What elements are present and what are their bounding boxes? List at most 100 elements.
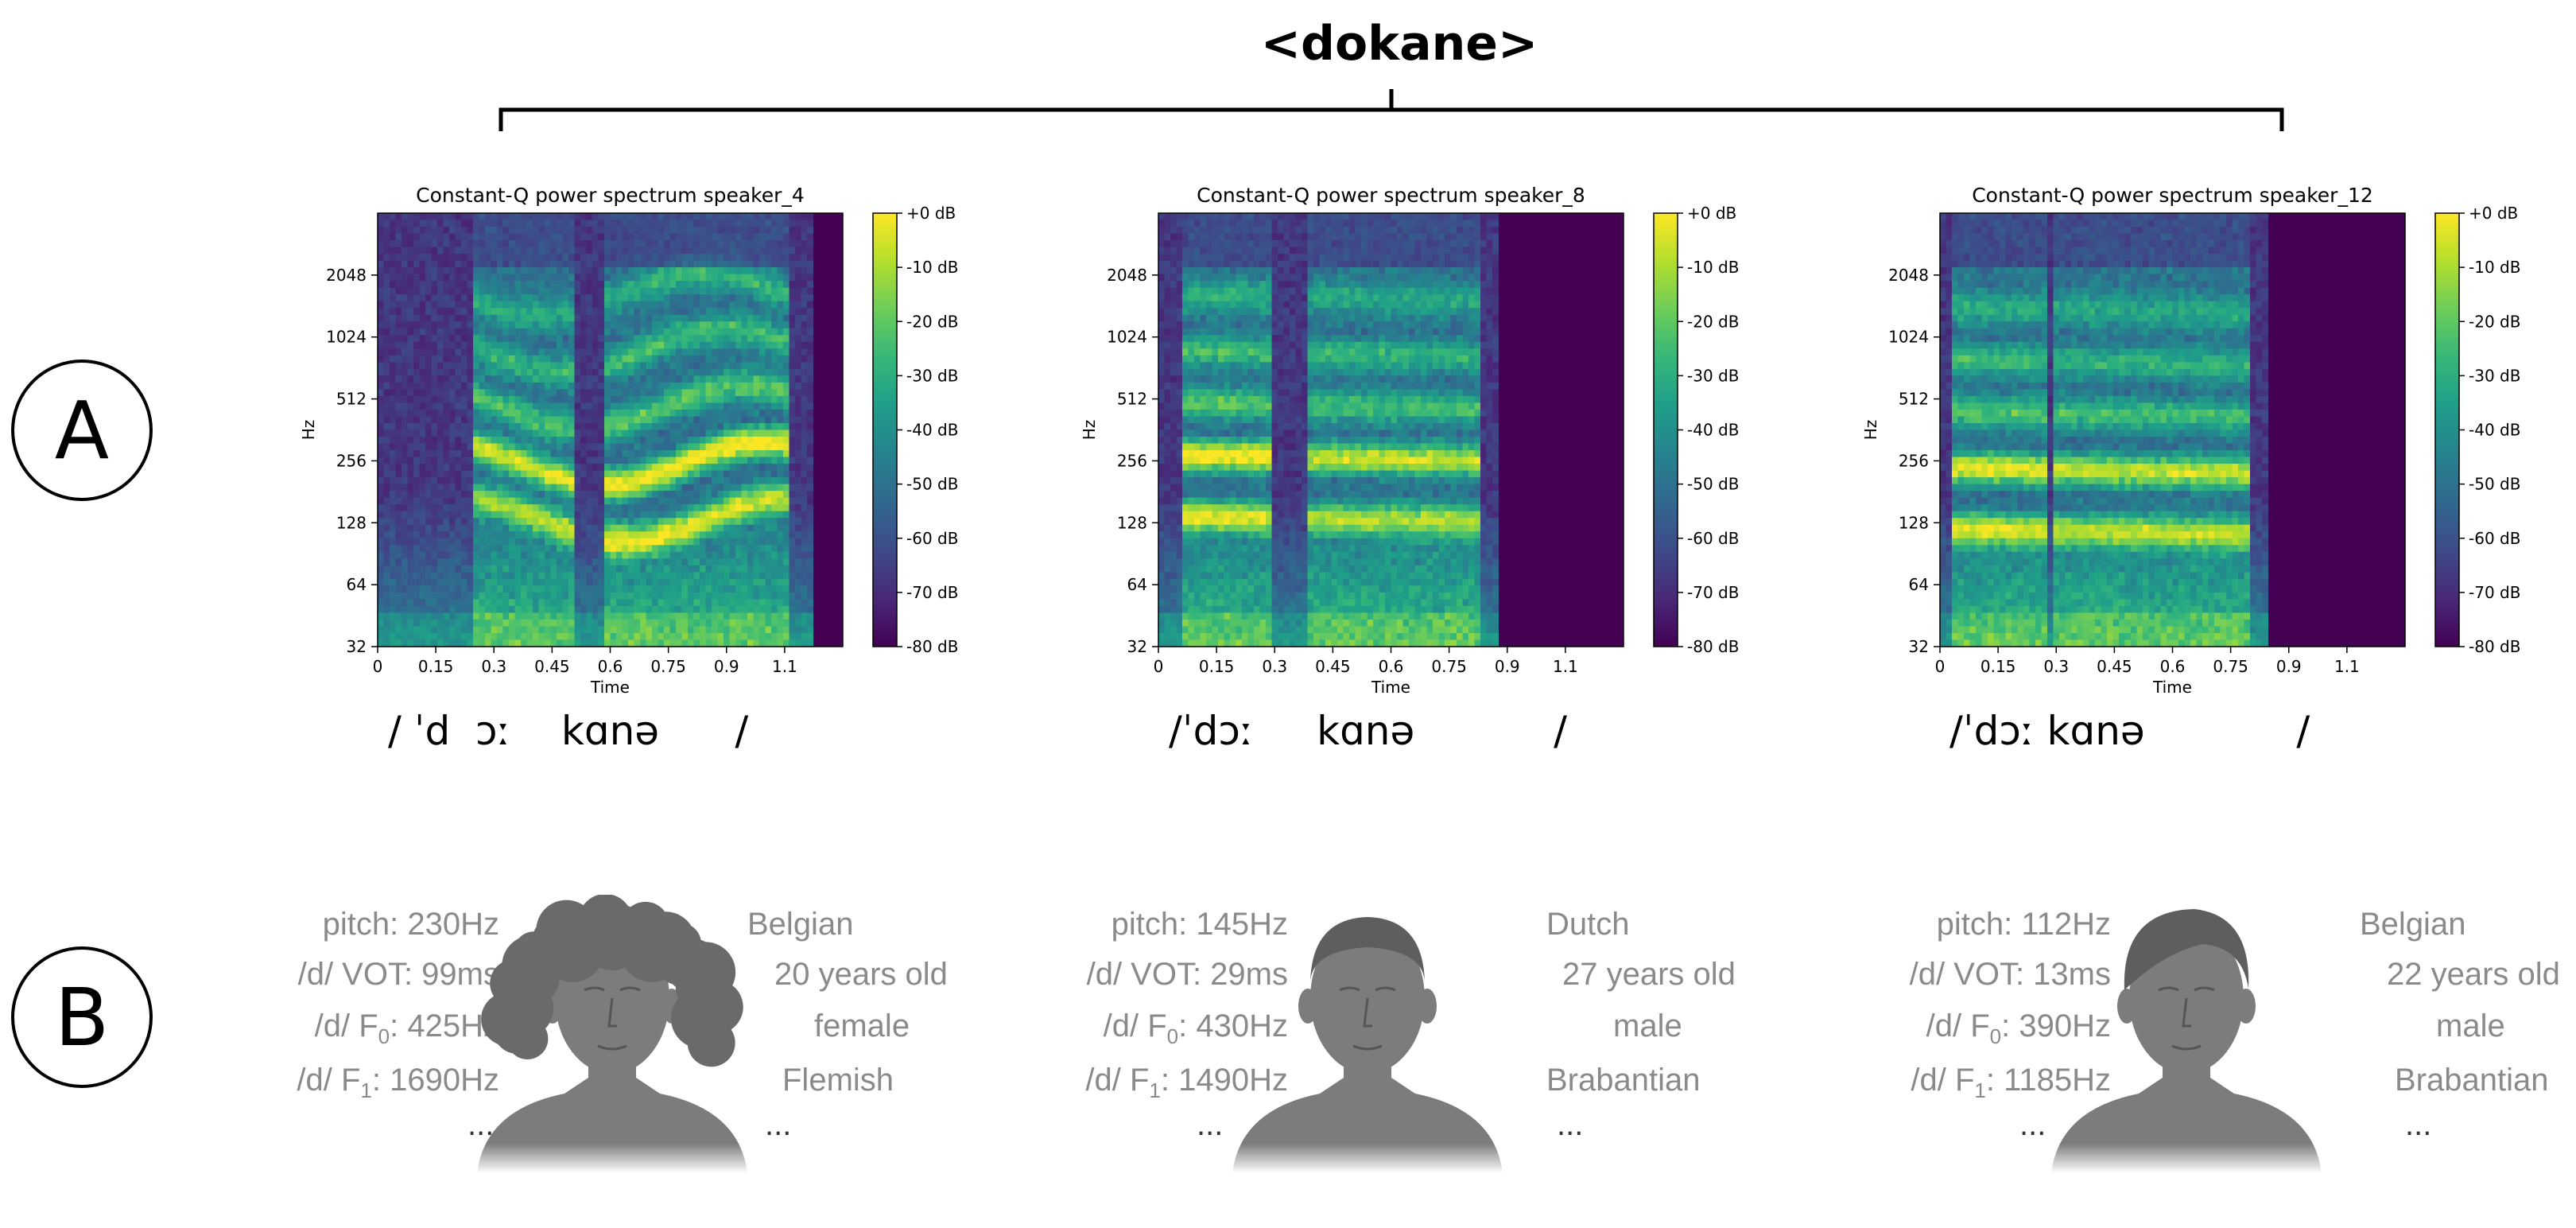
spectrogram-title: Constant-Q power spectrum speaker_12 [1972,184,2373,207]
ipa-transcription-speaker-12: /ˈdɔː kɑnə / [1949,708,2310,754]
y-tick-label: 128 [336,513,367,532]
x-tick-label: 0.3 [2043,657,2069,676]
speaker-pitch: pitch: 145Hz [1111,907,1288,942]
spectrogram-cells [378,213,814,647]
x-tick-label: 1.1 [2334,657,2360,676]
colorbar [2434,212,2460,647]
x-tick-label: 0.9 [714,657,739,676]
colorbar-tick-label: -30 dB [906,366,958,385]
x-axis-label: Time [1371,678,1410,697]
colorbar-tick-label: -50 dB [1687,475,1739,494]
spectrogram-speaker-8: Constant-Q power spectrum speaker_8 32 64 1… [1080,184,1739,697]
speaker-age: 22 years old [2387,957,2560,992]
spectrogram-cells [1158,213,1499,647]
colorbar [1653,212,1678,647]
colorbar-tick-label: -20 dB [2469,312,2520,331]
speaker-vot: /d/ VOT: 99ms [297,957,499,992]
x-tick-label: 0.6 [598,657,623,676]
colorbar-tick-label: -70 dB [2469,583,2520,602]
speaker-dialect: Brabantian [2395,1063,2549,1098]
speaker-nationality: Dutch [1546,907,1630,942]
colorbar-tick-label: -30 dB [2469,366,2520,385]
speaker-age: 20 years old [774,957,948,992]
spectrogram-title: Constant-Q power spectrum speaker_8 [1197,184,1585,207]
y-tick-label: 256 [1899,451,1929,470]
colorbar-tick-label: -10 dB [1687,258,1739,277]
speaker-dialect: Brabantian [1546,1063,1701,1098]
y-tick-label: 64 [1127,575,1147,594]
speaker-f1: /d/ F1: 1490Hz [1085,1063,1288,1102]
colorbar-tick-label: -80 dB [1687,637,1739,656]
female-curly-hair-icon [469,893,755,1185]
spectrogram-speaker-12: Constant-Q power spectrum speaker_12 32 64… [1861,184,2520,697]
speaker-pitch: pitch: 230Hz [322,907,499,942]
y-axis-label: Hz [1861,420,1880,441]
y-tick-label: 32 [1909,637,1929,656]
x-tick-label: 0.3 [481,657,506,676]
colorbar-tick-label: -30 dB [1687,366,1739,385]
colorbar-tick-label: +0 dB [1687,204,1736,223]
x-tick-label: 0.75 [2213,657,2248,676]
bracket [499,89,2284,131]
x-tick-label: 0.6 [2160,657,2186,676]
speaker-nationality: Belgian [747,907,854,942]
ipa-transcription-speaker-8: /ˈdɔː kɑnə / [1169,708,1567,754]
x-tick-label: 0.15 [418,657,454,676]
x-tick-label: 0.9 [1495,657,1520,676]
speaker-dialect: Flemish [782,1063,894,1098]
word-title: <dokane> [1260,16,1538,72]
male-swept-hair-icon [2043,895,2330,1185]
x-tick-label: 0.3 [1262,657,1287,676]
x-tick-label: 0 [373,657,383,676]
speaker-f0: /d/ F0: 425Hz [314,1008,499,1048]
colorbar-tick-label: -80 dB [2469,637,2520,656]
panel-label-a: A [11,359,153,501]
y-tick-label: 64 [347,575,367,594]
x-axis-label: Time [590,678,630,697]
y-axis-label: Hz [299,420,318,441]
colorbar-tick-label: +0 dB [2469,204,2518,223]
spectrogram-title: Constant-Q power spectrum speaker_4 [416,184,805,207]
ipa-transcription-speaker-4: / ˈd ɔː kɑnə / [388,708,749,754]
x-tick-label: 0 [1935,657,1946,676]
y-tick-label: 2048 [1107,266,1147,285]
speaker-f1: /d/ F1: 1690Hz [297,1063,499,1102]
y-tick-label: 2048 [1888,266,1929,285]
more-left-ellipsis: ... [1197,1107,1224,1142]
more-left-ellipsis: ... [467,1107,495,1142]
y-tick-label: 64 [1909,575,1929,594]
y-tick-label: 1024 [1107,328,1147,347]
speaker-nationality: Belgian [2360,907,2466,942]
x-tick-label: 0 [1154,657,1164,676]
x-tick-label: 0.75 [650,657,686,676]
speaker-gender: male [2436,1008,2505,1043]
colorbar [872,212,898,647]
colorbar-tick-label: -10 dB [906,258,958,277]
x-tick-label: 0.9 [2276,657,2302,676]
y-tick-label: 2048 [326,266,367,285]
x-tick-label: 0.45 [1315,657,1351,676]
speaker-f0: /d/ F0: 430Hz [1103,1008,1288,1048]
y-tick-label: 1024 [326,328,367,347]
y-tick-label: 512 [1117,390,1147,409]
y-axis-label: Hz [1080,420,1099,441]
colorbar-tick-label: -10 dB [2469,258,2520,277]
x-tick-label: 0.15 [1980,657,2016,676]
colorbar-tick-label: -20 dB [906,312,958,331]
y-tick-label: 128 [1117,513,1147,532]
speaker-gender: male [1613,1008,1682,1043]
y-tick-label: 1024 [1888,328,1929,347]
colorbar-tick-label: -20 dB [1687,312,1739,331]
more-right-ellipsis: ... [765,1107,792,1142]
speaker-f0: /d/ F0: 390Hz [1926,1008,2111,1048]
x-tick-label: 0.15 [1199,657,1235,676]
colorbar-tick-label: -60 dB [2469,529,2520,548]
x-tick-label: 0.75 [1431,657,1467,676]
y-tick-label: 256 [336,451,367,470]
spectrogram-speaker-4: Constant-Q power spectrum speaker_4 32 64 1… [299,184,958,697]
y-tick-label: 512 [336,390,367,409]
colorbar-tick-label: -70 dB [1687,583,1739,602]
speaker-gender: female [814,1008,910,1043]
y-tick-label: 32 [347,637,367,656]
male-short-hair-icon [1224,895,1511,1185]
